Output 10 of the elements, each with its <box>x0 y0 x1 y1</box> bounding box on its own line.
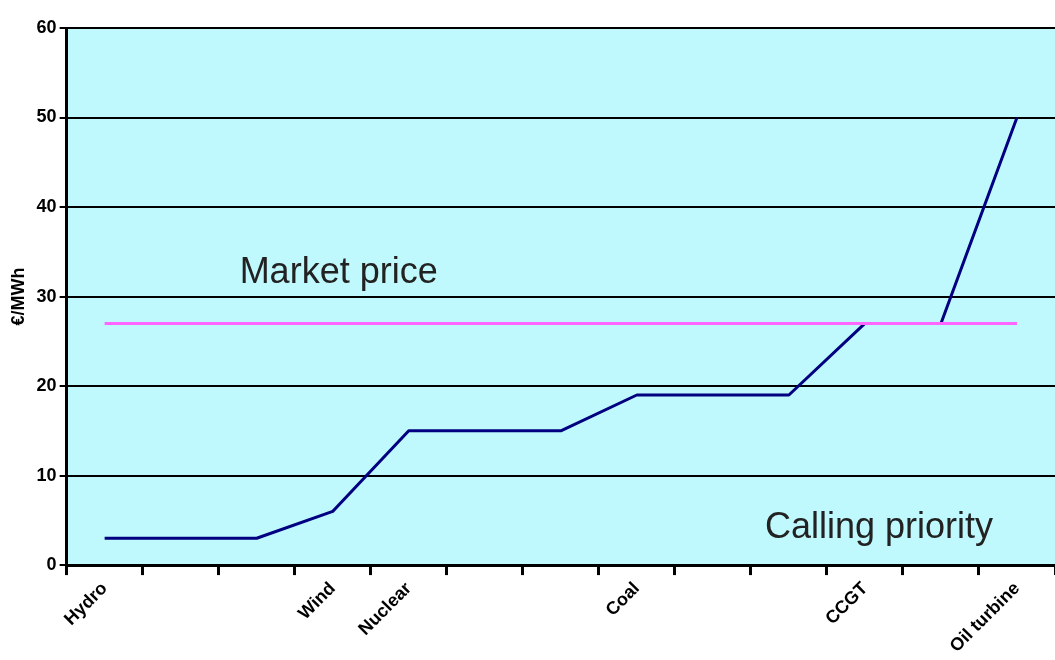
y-tick-label: 50 <box>36 106 57 127</box>
y-tick-label: 60 <box>36 16 57 37</box>
annotation: Calling priority <box>764 505 993 547</box>
y-axis-title: €/MWh <box>7 267 28 326</box>
y-tick-label: 40 <box>36 196 57 216</box>
ref-line-label: Market price <box>239 250 438 292</box>
y-tick-label: 10 <box>36 464 57 485</box>
y-tick-label: 0 <box>46 554 57 575</box>
y-tick-label: 30 <box>36 285 57 306</box>
y-tick-label: 20 <box>36 375 57 396</box>
